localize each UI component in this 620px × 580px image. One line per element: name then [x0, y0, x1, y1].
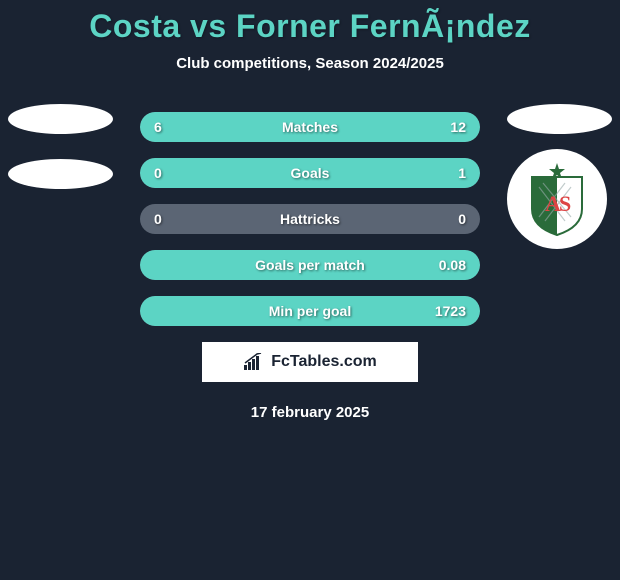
stat-label: Goals per match: [255, 257, 365, 273]
right-player-badges: A S: [507, 104, 612, 249]
stat-row-min-per-goal: Min per goal 1723: [140, 296, 480, 326]
club-left-badge-placeholder: [8, 159, 113, 189]
stat-label: Goals: [291, 165, 330, 181]
stat-right-value: 12: [450, 119, 466, 135]
player-right-avatar-placeholder: [507, 104, 612, 134]
stat-row-goals-per-match: Goals per match 0.08: [140, 250, 480, 280]
left-player-badges: [8, 104, 113, 214]
stat-row-goals: 0 Goals 1: [140, 158, 480, 188]
stat-row-matches: 6 Matches 12: [140, 112, 480, 142]
stat-rows: 6 Matches 12 0 Goals 1 0 Hattricks 0 Goa…: [140, 112, 480, 326]
club-right-badge: A S: [507, 149, 607, 249]
svg-text:S: S: [559, 191, 571, 216]
stat-label: Min per goal: [269, 303, 351, 319]
stat-right-value: 1: [458, 165, 466, 181]
stat-left-value: 0: [154, 165, 162, 181]
stat-right-value: 1723: [435, 303, 466, 319]
page-title: Costa vs Forner FernÃ¡ndez: [0, 8, 620, 45]
source-label: FcTables.com: [271, 353, 377, 371]
player-left-avatar-placeholder: [8, 104, 113, 134]
stats-area: A S 6 Matches 12 0 Goals 1 0 Hattri: [0, 112, 620, 421]
comparison-card: Costa vs Forner FernÃ¡ndez Club competit…: [0, 0, 620, 421]
stat-right-value: 0.08: [439, 257, 466, 273]
shield-icon: A S: [517, 159, 597, 239]
stat-left-value: 0: [154, 211, 162, 227]
stat-right-value: 0: [458, 211, 466, 227]
stat-row-hattricks: 0 Hattricks 0: [140, 204, 480, 234]
stat-label: Matches: [282, 119, 338, 135]
subtitle: Club competitions, Season 2024/2025: [0, 55, 620, 72]
stat-label: Hattricks: [280, 211, 340, 227]
bar-chart-icon: [243, 353, 265, 371]
source-badge[interactable]: FcTables.com: [202, 342, 418, 382]
date-label: 17 february 2025: [0, 404, 620, 421]
stat-left-value: 6: [154, 119, 162, 135]
